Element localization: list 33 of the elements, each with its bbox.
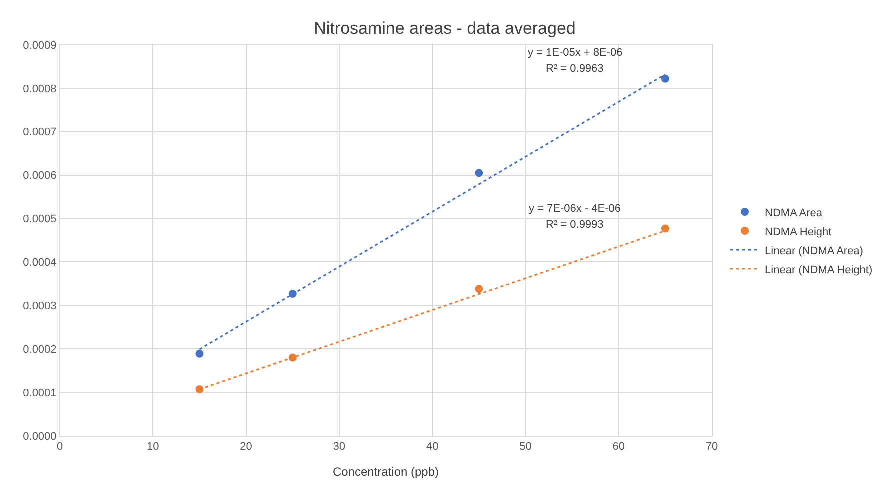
y-tick-label: 0.0001	[23, 387, 57, 400]
y-tick-label: 0.0002	[23, 344, 57, 356]
point	[475, 169, 484, 178]
legend-label: NDMA Height	[765, 226, 832, 238]
annotation: y = 7E-06x - 4E-06	[529, 203, 622, 215]
legend-label: Linear (NDMA Height)	[765, 264, 873, 276]
y-tick-label: 0.0007	[23, 126, 57, 139]
y-tick-label: 0.0006	[23, 170, 57, 182]
y-tick-label: 0.0004	[23, 257, 57, 270]
y-tick-label: 0.0005	[23, 214, 57, 226]
annotation: y = 1E-05x + 8E-06	[528, 47, 623, 59]
legend-label: Linear (NDMA Area)	[765, 245, 864, 258]
x-tick-label: 30	[333, 441, 346, 454]
y-tick-label: 0.0009	[23, 40, 57, 52]
point	[196, 350, 204, 358]
y-tick-label: 0.0000	[23, 430, 57, 443]
x-tick-label: 70	[706, 441, 718, 454]
point	[661, 74, 670, 83]
point	[475, 285, 484, 294]
annotation: R² = 0.9963	[546, 63, 604, 75]
annotation: R² = 0.9993	[546, 219, 604, 231]
x-tick-label: 0	[56, 441, 64, 454]
y-tick-label: 0.0008	[23, 83, 57, 96]
chart-title: Nitrosamine areas - data averaged	[314, 18, 576, 38]
x-tick-label: 50	[520, 441, 532, 454]
point	[661, 224, 670, 233]
x-tick-label: 20	[240, 441, 252, 454]
x-tick-label: 10	[147, 441, 160, 454]
y-tick-label: 0.0003	[23, 300, 57, 313]
x-tick-label: 40	[426, 441, 439, 454]
legend-label: NDMA Area	[765, 207, 824, 220]
x-tick-label: 60	[612, 441, 625, 454]
x-axis-title: Concentration (ppb)	[332, 465, 440, 480]
